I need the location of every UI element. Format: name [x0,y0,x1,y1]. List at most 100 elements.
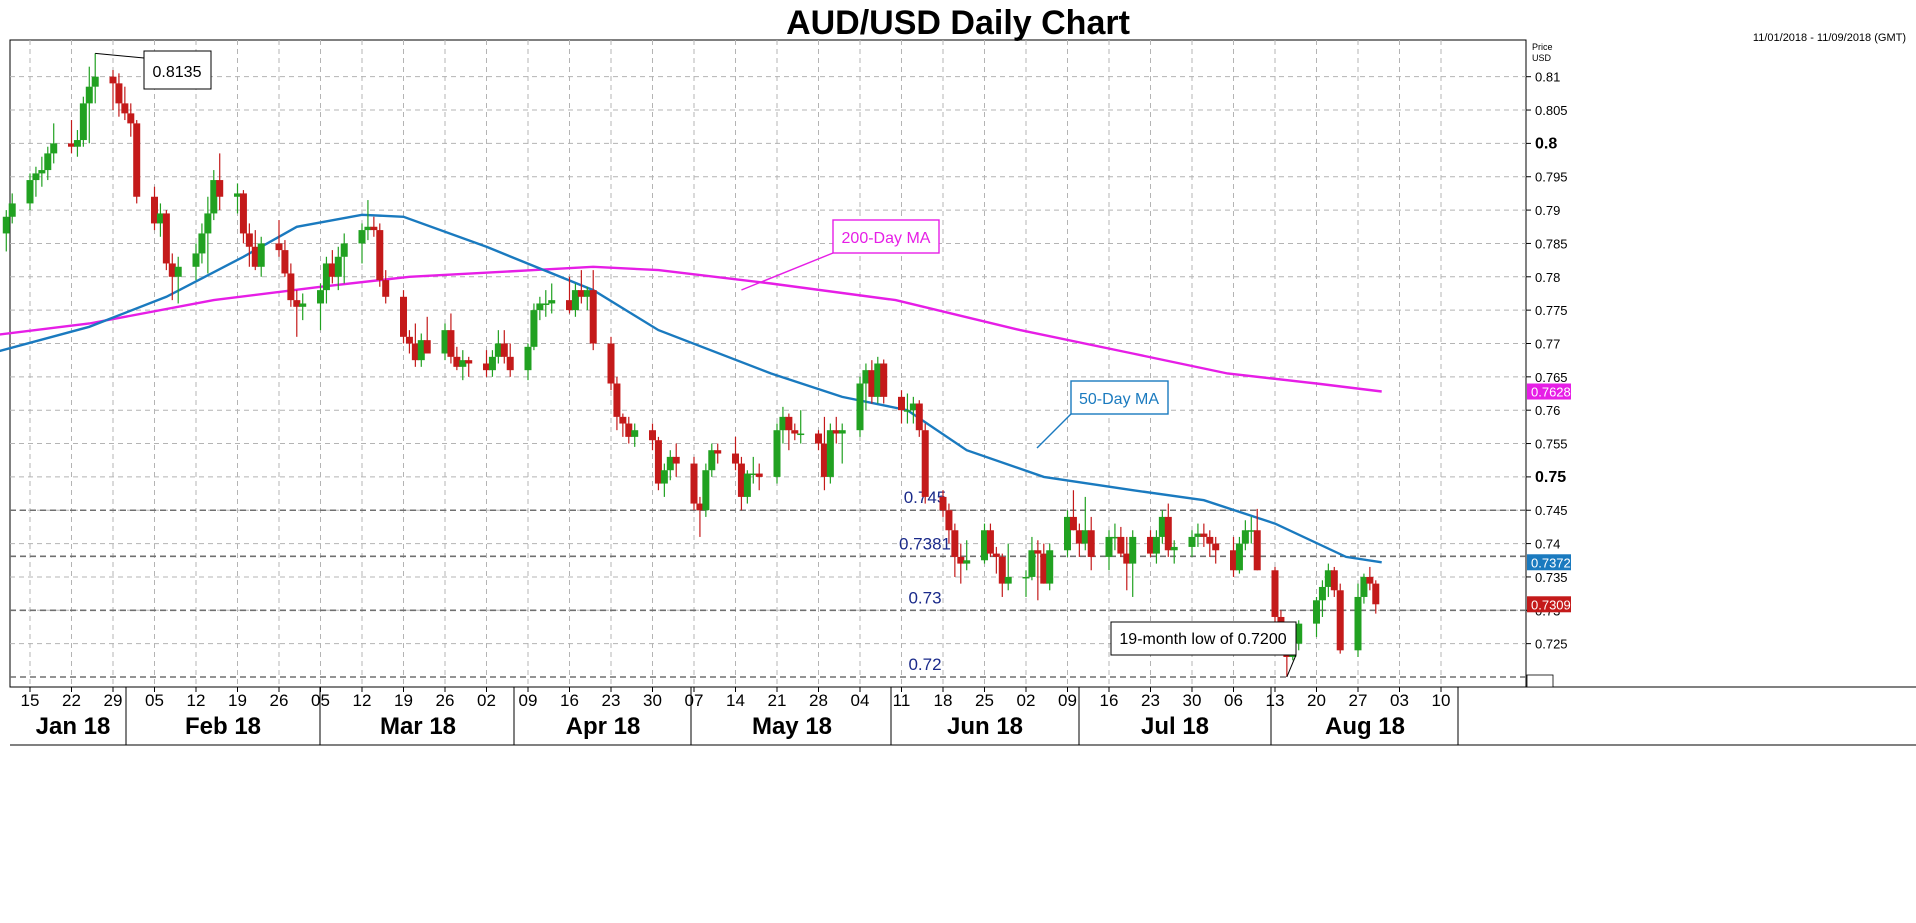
candle-body-down [1087,530,1095,557]
candle-body-up [204,213,212,234]
candle-body-up [1022,576,1030,579]
candle-body-up [909,403,917,411]
y-tick-label: 0.78 [1535,270,1560,285]
candle-body-down [672,456,680,464]
candle-body-down [613,383,621,417]
candle-body-up [2,216,10,234]
candle-body-up [862,370,870,384]
y-tick-label: 0.75 [1535,469,1566,486]
candle-body-down [370,226,378,231]
candle-body-up [8,203,16,217]
candle-body-up [85,86,93,104]
y-tick-label: 0.755 [1535,437,1568,452]
candle-body-up [322,263,330,291]
candle-body-down [239,193,247,234]
candle-body-up [631,430,639,437]
candle-body-up [874,363,882,397]
candle-body-down [465,360,473,364]
x-tick-label: 16 [560,691,579,710]
price-badge-label: 0.7628 [1531,385,1571,400]
candle-body-down [880,363,888,397]
x-tick-label: 06 [1224,691,1243,710]
month-label: May 18 [752,713,832,740]
candle-body-up [44,153,52,171]
candle-body-up [1188,536,1196,547]
candle-body-down [162,213,170,264]
candle-body-down [151,196,158,224]
candle-body-down [121,103,129,114]
date-range: 11/01/2018 - 11/09/2018 (GMT) [1752,32,1906,44]
month-label: Mar 18 [380,713,456,740]
candle-body-up [536,303,544,311]
y-tick-label: 0.745 [1535,503,1568,518]
candle-body-up [1105,536,1113,557]
candle-body-up [773,430,781,477]
x-tick-label: 03 [1390,691,1409,710]
x-tick-label: 22 [62,691,81,710]
candle-body-up [1158,516,1166,537]
candle-body-down [245,233,253,247]
x-tick-label: 19 [228,691,247,710]
price-badge-label: 0.7309 [1531,597,1571,612]
candle-body-down [785,416,793,431]
x-tick-label: 02 [1017,691,1036,710]
candle-body-down [506,356,514,371]
candle-body-up [1194,533,1202,537]
candle-body-down [755,473,763,477]
candle-body-up [981,530,988,561]
month-label: Feb 18 [185,713,261,740]
candle-body-down [1123,553,1131,564]
candle-body-down [1230,550,1237,571]
candle-body-up [963,560,971,564]
x-tick-label: 26 [270,691,289,710]
price-badge [1527,554,1571,571]
candle-body-up [340,243,348,257]
candle-body-down [625,423,633,437]
low-callout-box [1110,621,1297,656]
candle-body-down [737,463,745,497]
level-label: 0.72 [908,655,941,674]
level-label: 0.73 [908,588,941,607]
candle-body-up [1129,536,1137,564]
x-tick-label: 30 [643,691,662,710]
candle-body-up [749,473,757,476]
candle-body-up [1324,570,1332,587]
candle-body-down [453,356,461,367]
candle-body-up [441,330,449,354]
price-badge [1527,596,1571,613]
x-tick-label: 23 [1141,691,1160,710]
candle-body-down [1164,516,1172,551]
ma200-callout-label: 200-Day MA [842,230,931,247]
candle-body-down [957,556,965,564]
month-label: Jun 18 [947,713,1023,740]
ma200-callout-box [832,219,940,254]
candle-body-down [939,496,947,511]
candle-body-down [898,396,905,411]
candle-body-down [405,336,413,344]
candle-body-up [299,303,307,307]
x-tick-label: 05 [145,691,164,710]
candle-body-down [1200,533,1208,537]
candle-body-down [281,250,289,274]
candle-body-up [1247,530,1255,532]
high-callout-box [143,50,212,90]
candle-body-down [690,463,698,504]
candle-body-down [589,290,597,344]
candle-body-down [1040,553,1048,584]
candle-body-down [986,530,994,554]
candle-body-up [198,233,206,254]
y-tick-label: 0.735 [1535,570,1568,585]
candle-body-up [1111,536,1119,539]
x-tick-label: 13 [1266,691,1285,710]
candle-body-up [660,470,668,484]
candle-body-up [666,456,674,471]
y-tick-label: 0.805 [1535,103,1568,118]
candle-body-down [293,300,301,307]
candle-body-up [1046,550,1054,584]
price-badge [1527,383,1571,400]
candle-body-down [566,300,573,311]
y-tick-label: 0.76 [1535,403,1560,418]
candle-body-up [1004,576,1012,584]
candle-body-up [1295,623,1303,644]
